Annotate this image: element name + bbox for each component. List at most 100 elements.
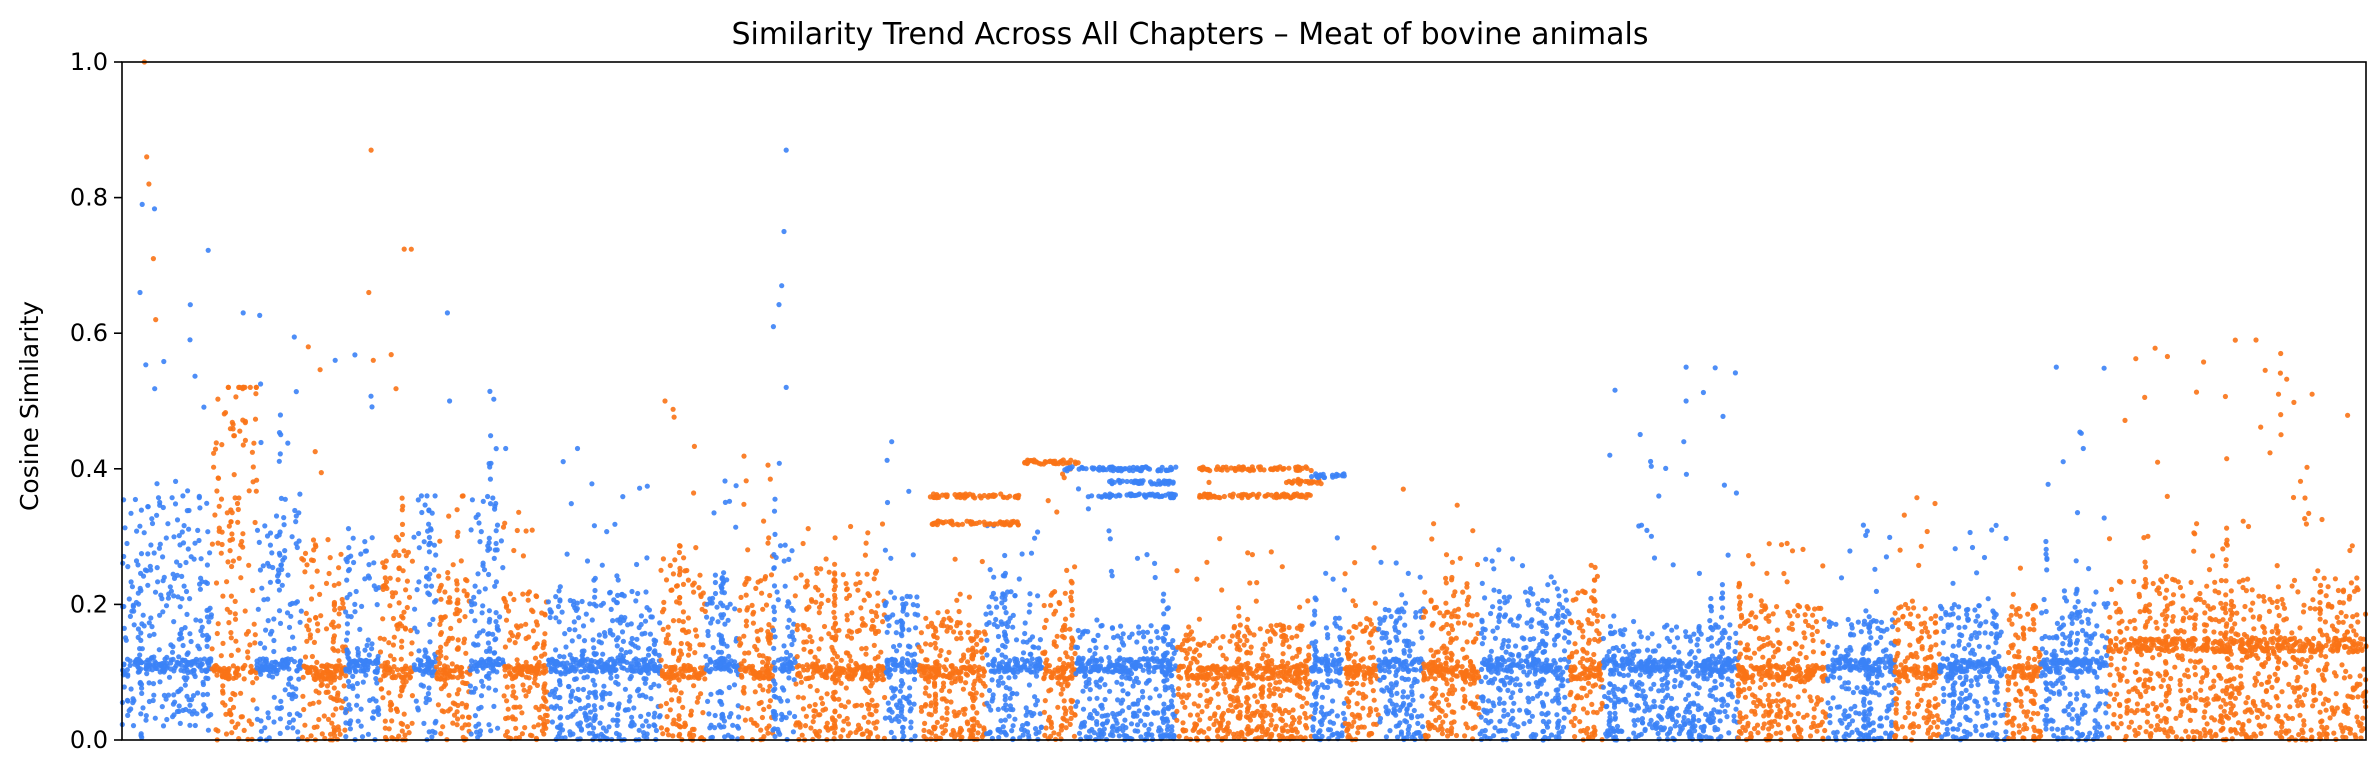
data-point <box>864 541 869 546</box>
data-point <box>1238 622 1243 627</box>
data-point <box>888 556 893 561</box>
data-point <box>237 556 242 561</box>
data-point <box>410 693 415 698</box>
data-point <box>1155 635 1160 640</box>
data-point <box>532 676 537 681</box>
data-point <box>536 722 541 727</box>
data-point <box>162 668 167 673</box>
data-point <box>636 658 641 663</box>
data-point <box>1002 605 1007 610</box>
data-point <box>1151 710 1156 715</box>
data-point <box>1157 693 1162 698</box>
data-point <box>287 676 292 681</box>
data-point <box>301 707 306 712</box>
data-point <box>923 685 928 690</box>
data-point <box>950 670 955 675</box>
data-point <box>187 337 192 342</box>
data-point <box>135 562 140 567</box>
data-point <box>1086 506 1091 511</box>
data-point <box>924 736 929 741</box>
data-point <box>891 688 896 693</box>
data-point <box>652 668 657 673</box>
data-point <box>1273 680 1278 685</box>
data-point <box>912 669 917 674</box>
data-point <box>493 619 498 624</box>
data-point <box>346 568 351 573</box>
data-point <box>437 661 442 666</box>
data-point <box>580 653 585 658</box>
data-point <box>819 636 824 641</box>
data-point <box>1269 718 1274 723</box>
data-point <box>732 682 737 687</box>
data-point <box>980 666 985 671</box>
data-point <box>184 675 189 680</box>
data-point <box>517 704 522 709</box>
data-point <box>312 676 317 681</box>
data-point <box>277 532 282 537</box>
data-point <box>853 730 858 735</box>
data-point <box>979 649 984 654</box>
data-point <box>1054 509 1059 514</box>
data-point <box>612 668 617 673</box>
data-point <box>648 614 653 619</box>
data-point <box>457 618 462 623</box>
data-point <box>1069 579 1074 584</box>
data-point <box>643 676 648 681</box>
data-point <box>894 630 899 635</box>
data-point <box>796 695 801 700</box>
data-point <box>988 730 993 735</box>
data-point <box>724 577 729 582</box>
data-point <box>804 662 809 667</box>
data-point <box>277 459 282 464</box>
data-point <box>1267 682 1272 687</box>
y-axis-label: Cosine Similarity <box>15 301 44 511</box>
data-point <box>897 643 902 648</box>
data-point <box>772 497 777 502</box>
data-point <box>766 671 771 676</box>
data-point <box>833 690 838 695</box>
data-point <box>1031 711 1036 716</box>
data-point <box>583 658 588 663</box>
data-point <box>166 596 171 601</box>
data-point <box>880 664 885 669</box>
data-point <box>581 623 586 628</box>
data-point <box>1119 675 1124 680</box>
data-point <box>557 731 562 736</box>
data-point <box>831 610 836 615</box>
data-point <box>916 645 921 650</box>
data-point <box>759 700 764 705</box>
data-point <box>1098 666 1103 671</box>
data-point <box>833 621 838 626</box>
data-point <box>708 692 713 697</box>
data-point <box>332 600 337 605</box>
data-point <box>1164 677 1169 682</box>
data-point <box>570 638 575 643</box>
data-point <box>228 630 233 635</box>
data-point <box>277 587 282 592</box>
data-point <box>481 499 486 504</box>
data-point <box>603 634 608 639</box>
data-point <box>566 684 571 689</box>
data-point <box>1035 529 1040 534</box>
data-point <box>1151 651 1156 656</box>
data-point <box>277 430 282 435</box>
data-point <box>205 644 210 649</box>
data-point <box>487 619 492 624</box>
data-point <box>127 708 132 713</box>
data-point <box>254 706 259 711</box>
data-point <box>1247 580 1252 585</box>
data-point <box>560 610 565 615</box>
data-point <box>147 633 152 638</box>
data-point <box>366 637 371 642</box>
data-point <box>592 595 597 600</box>
data-point <box>772 565 777 570</box>
data-point <box>782 558 787 563</box>
data-point <box>772 709 777 714</box>
data-point <box>404 666 409 671</box>
data-point <box>1242 642 1247 647</box>
data-point <box>1024 705 1029 710</box>
data-point <box>170 644 175 649</box>
data-point <box>809 599 814 604</box>
data-point <box>473 643 478 648</box>
data-point <box>970 704 975 709</box>
